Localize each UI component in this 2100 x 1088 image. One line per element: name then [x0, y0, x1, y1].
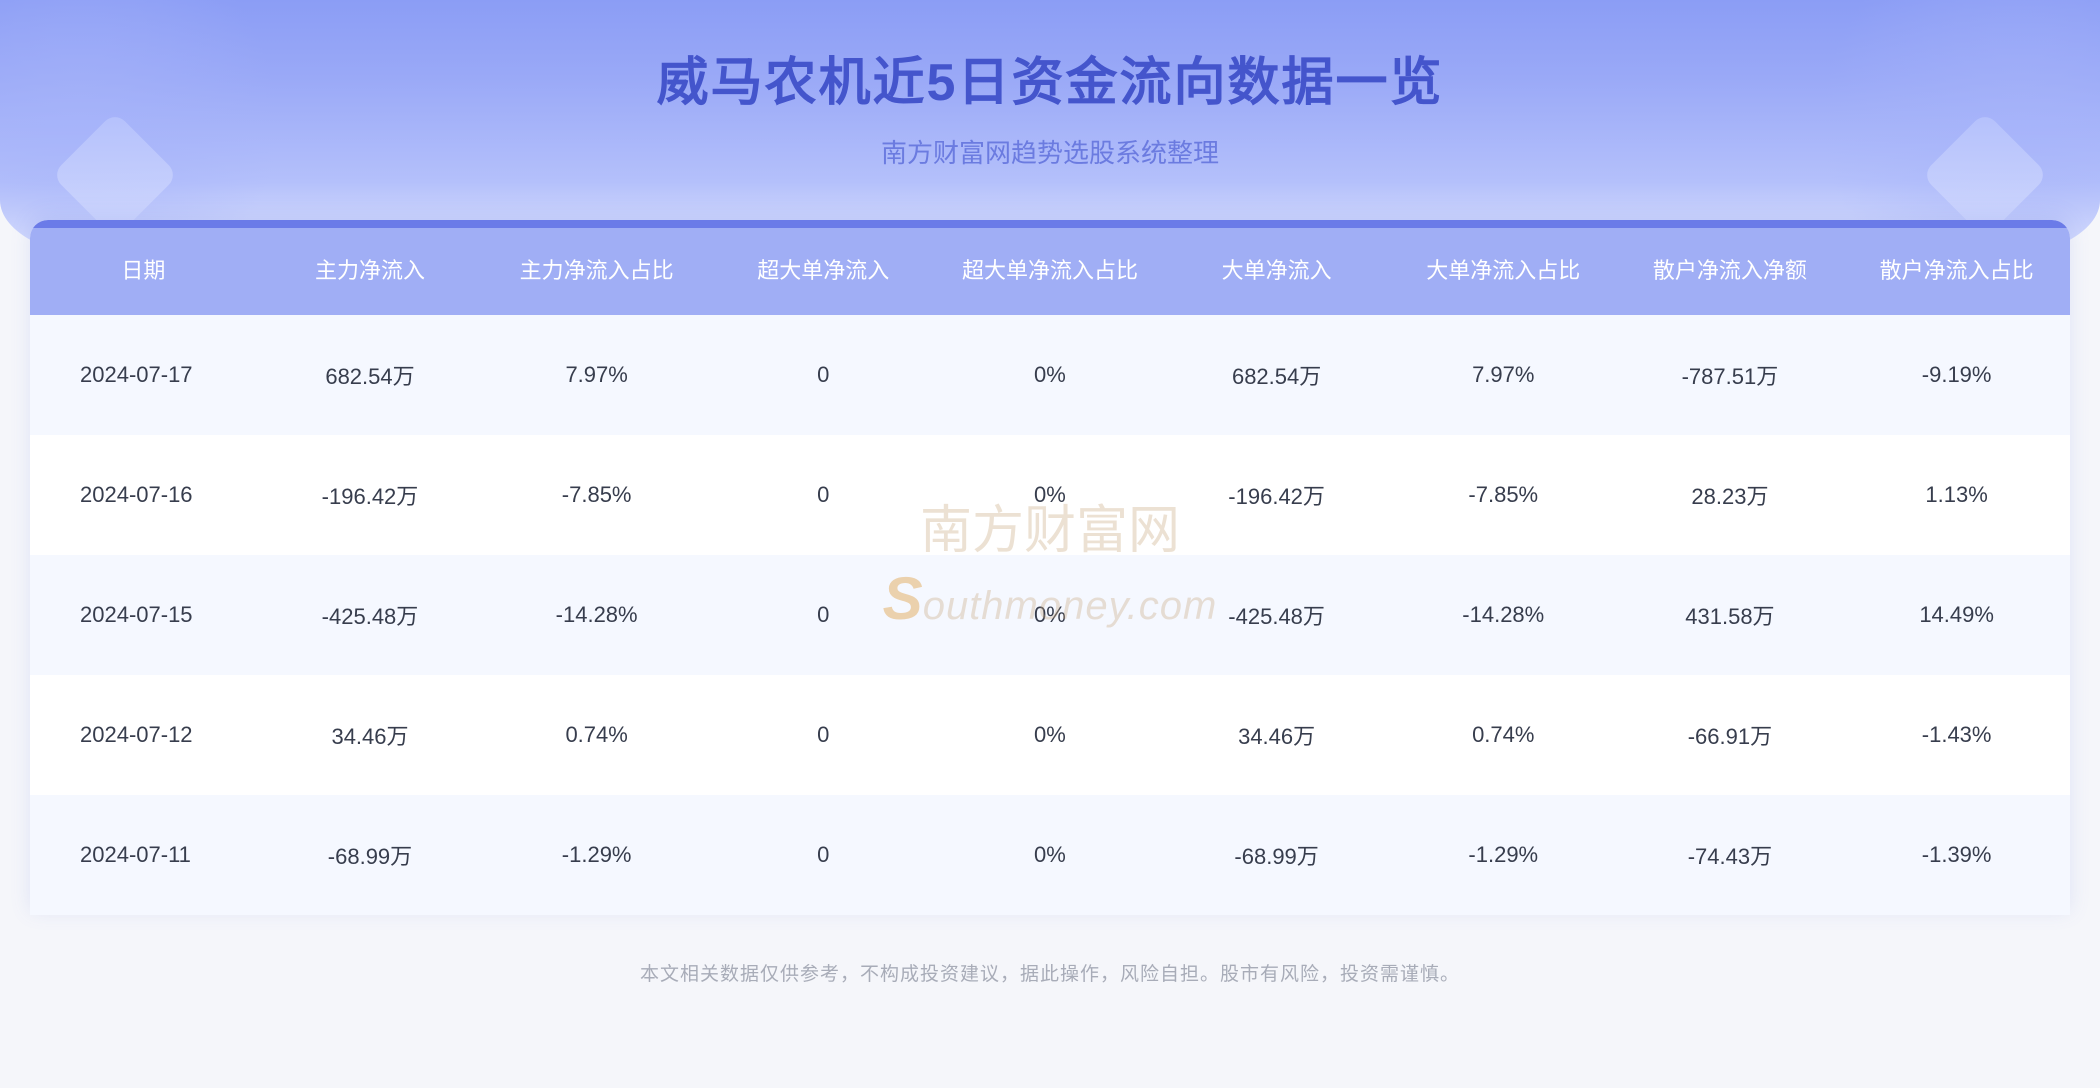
col-header: 超大单净流入: [710, 228, 937, 315]
cell-value: -1.29%: [1390, 795, 1617, 915]
cell-value: -196.42万: [1163, 435, 1390, 555]
cell-date: 2024-07-17: [30, 315, 257, 435]
col-header: 散户净流入净额: [1617, 228, 1844, 315]
col-header: 散户净流入占比: [1843, 228, 2070, 315]
cell-value: 0%: [937, 675, 1164, 795]
title-container: 威马农机近5日资金流向数据一览 南方财富网趋势选股系统整理: [0, 40, 2100, 170]
cell-value: 34.46万: [1163, 675, 1390, 795]
cell-value: -7.85%: [483, 435, 710, 555]
cell-value: 0: [710, 795, 937, 915]
cell-value: 682.54万: [257, 315, 484, 435]
footer-disclaimer: 本文相关数据仅供参考，不构成投资建议，据此操作，风险自担。股市有风险，投资需谨慎…: [0, 959, 2100, 986]
cell-value: 7.97%: [1390, 315, 1617, 435]
col-header: 日期: [30, 228, 257, 315]
cell-value: 1.13%: [1843, 435, 2070, 555]
cell-value: 0%: [937, 555, 1164, 675]
table-row: 2024-07-15 -425.48万 -14.28% 0 0% -425.48…: [30, 555, 2070, 675]
cell-value: -1.39%: [1843, 795, 2070, 915]
cell-value: 431.58万: [1617, 555, 1844, 675]
table-row: 2024-07-17 682.54万 7.97% 0 0% 682.54万 7.…: [30, 315, 2070, 435]
cell-value: 0: [710, 555, 937, 675]
cell-value: -196.42万: [257, 435, 484, 555]
cell-date: 2024-07-16: [30, 435, 257, 555]
page-title: 威马农机近5日资金流向数据一览: [0, 40, 2100, 115]
col-header: 主力净流入: [257, 228, 484, 315]
cell-value: 28.23万: [1617, 435, 1844, 555]
page-subtitle: 南方财富网趋势选股系统整理: [0, 133, 2100, 170]
cell-date: 2024-07-11: [30, 795, 257, 915]
data-table: 日期 主力净流入 主力净流入占比 超大单净流入 超大单净流入占比 大单净流入 大…: [30, 228, 2070, 915]
cell-value: -14.28%: [1390, 555, 1617, 675]
cell-value: -1.29%: [483, 795, 710, 915]
table-row: 2024-07-11 -68.99万 -1.29% 0 0% -68.99万 -…: [30, 795, 2070, 915]
cell-value: 682.54万: [1163, 315, 1390, 435]
cell-value: -14.28%: [483, 555, 710, 675]
col-header: 大单净流入占比: [1390, 228, 1617, 315]
cell-value: -1.43%: [1843, 675, 2070, 795]
cell-value: -66.91万: [1617, 675, 1844, 795]
page-root: 威马农机近5日资金流向数据一览 南方财富网趋势选股系统整理 南方财富网 Sout…: [0, 0, 2100, 1088]
cell-value: -425.48万: [257, 555, 484, 675]
table-row: 2024-07-12 34.46万 0.74% 0 0% 34.46万 0.74…: [30, 675, 2070, 795]
cell-value: 0%: [937, 795, 1164, 915]
cell-value: -425.48万: [1163, 555, 1390, 675]
cell-value: 0: [710, 675, 937, 795]
cell-value: -74.43万: [1617, 795, 1844, 915]
cell-date: 2024-07-15: [30, 555, 257, 675]
table-accent-bar: [30, 220, 2070, 228]
table-header-row: 日期 主力净流入 主力净流入占比 超大单净流入 超大单净流入占比 大单净流入 大…: [30, 228, 2070, 315]
cell-value: -68.99万: [257, 795, 484, 915]
cell-value: 14.49%: [1843, 555, 2070, 675]
cell-value: -9.19%: [1843, 315, 2070, 435]
cell-value: 0%: [937, 315, 1164, 435]
cell-value: 0: [710, 315, 937, 435]
table-container: 南方财富网 Southmoney.com 日期 主力净流入 主力净流入占比 超大…: [30, 220, 2070, 915]
col-header: 大单净流入: [1163, 228, 1390, 315]
cell-value: 0%: [937, 435, 1164, 555]
col-header: 主力净流入占比: [483, 228, 710, 315]
cell-value: 0: [710, 435, 937, 555]
cell-value: 0.74%: [1390, 675, 1617, 795]
cell-value: -68.99万: [1163, 795, 1390, 915]
cell-value: 0.74%: [483, 675, 710, 795]
cell-value: -7.85%: [1390, 435, 1617, 555]
cell-date: 2024-07-12: [30, 675, 257, 795]
cell-value: -787.51万: [1617, 315, 1844, 435]
cell-value: 7.97%: [483, 315, 710, 435]
table-row: 2024-07-16 -196.42万 -7.85% 0 0% -196.42万…: [30, 435, 2070, 555]
col-header: 超大单净流入占比: [937, 228, 1164, 315]
cell-value: 34.46万: [257, 675, 484, 795]
